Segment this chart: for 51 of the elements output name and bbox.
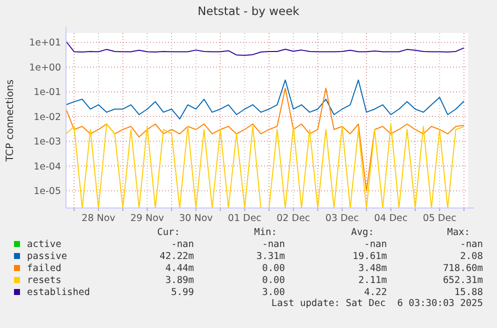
x-tick-label: 03 Dec bbox=[325, 213, 359, 224]
text: 718.60m bbox=[442, 263, 484, 274]
y-tick-label: 1e+00 bbox=[29, 62, 61, 74]
text: -nan bbox=[364, 239, 387, 250]
text: 15.88 bbox=[454, 287, 484, 298]
text: Avg: bbox=[351, 227, 374, 238]
text: 4.44m bbox=[165, 263, 194, 274]
text: 19.61m bbox=[352, 251, 388, 262]
legend-label: established bbox=[27, 287, 90, 298]
text: -nan bbox=[171, 239, 194, 250]
x-tick-label: 04 Dec bbox=[374, 213, 408, 224]
x-tick-label: 01 Dec bbox=[228, 213, 262, 224]
line-series bbox=[66, 80, 464, 120]
text: 5.99 bbox=[171, 287, 194, 298]
x-tick-label: 28 Nov bbox=[82, 213, 116, 224]
text: 0.00 bbox=[262, 275, 286, 286]
text: 2.08 bbox=[460, 251, 484, 262]
y-tick-label: 1e-01 bbox=[34, 87, 61, 98]
text: 2.11m bbox=[358, 275, 388, 286]
chart-title: Netstat - by week bbox=[198, 4, 300, 18]
text: 42.22m bbox=[160, 251, 194, 262]
y-tick-label: 1e-02 bbox=[34, 112, 61, 123]
text: 3.31m bbox=[256, 251, 286, 262]
text: 0.00 bbox=[262, 263, 286, 274]
x-tick-label: 05 Dec bbox=[422, 213, 456, 224]
legend-label: active bbox=[27, 239, 62, 250]
legend-label: passive bbox=[27, 251, 68, 262]
legend-label: resets bbox=[27, 275, 62, 286]
y-axis-title: TCP connections bbox=[5, 79, 16, 163]
y-tick-label: 1e+01 bbox=[29, 38, 61, 49]
x-tick-label: 02 Dec bbox=[276, 213, 310, 224]
legend-label: failed bbox=[27, 263, 62, 274]
text: Min: bbox=[254, 227, 277, 238]
y-tick-label: 1e-03 bbox=[34, 136, 61, 148]
text: Last update: Sat Dec 6 03:30:03 2025 bbox=[271, 298, 483, 309]
text: 4.22 bbox=[364, 287, 387, 298]
x-tick-label: 30 Nov bbox=[179, 213, 214, 224]
line-series bbox=[66, 124, 464, 208]
x-tick-label: 29 Nov bbox=[130, 213, 164, 224]
text: 3.00 bbox=[262, 287, 286, 298]
line-series bbox=[66, 40, 464, 56]
text: -nan bbox=[262, 239, 285, 250]
text: -nan bbox=[460, 239, 483, 250]
y-tick-label: 1e-04 bbox=[34, 161, 61, 172]
text: 652.31m bbox=[442, 275, 484, 286]
text: Cur: bbox=[157, 227, 180, 238]
text: 3.48m bbox=[358, 263, 388, 274]
text: 3.89m bbox=[165, 275, 194, 286]
line-series bbox=[66, 88, 464, 192]
y-tick-label: 1e-05 bbox=[34, 186, 61, 198]
text: Max: bbox=[447, 227, 470, 238]
